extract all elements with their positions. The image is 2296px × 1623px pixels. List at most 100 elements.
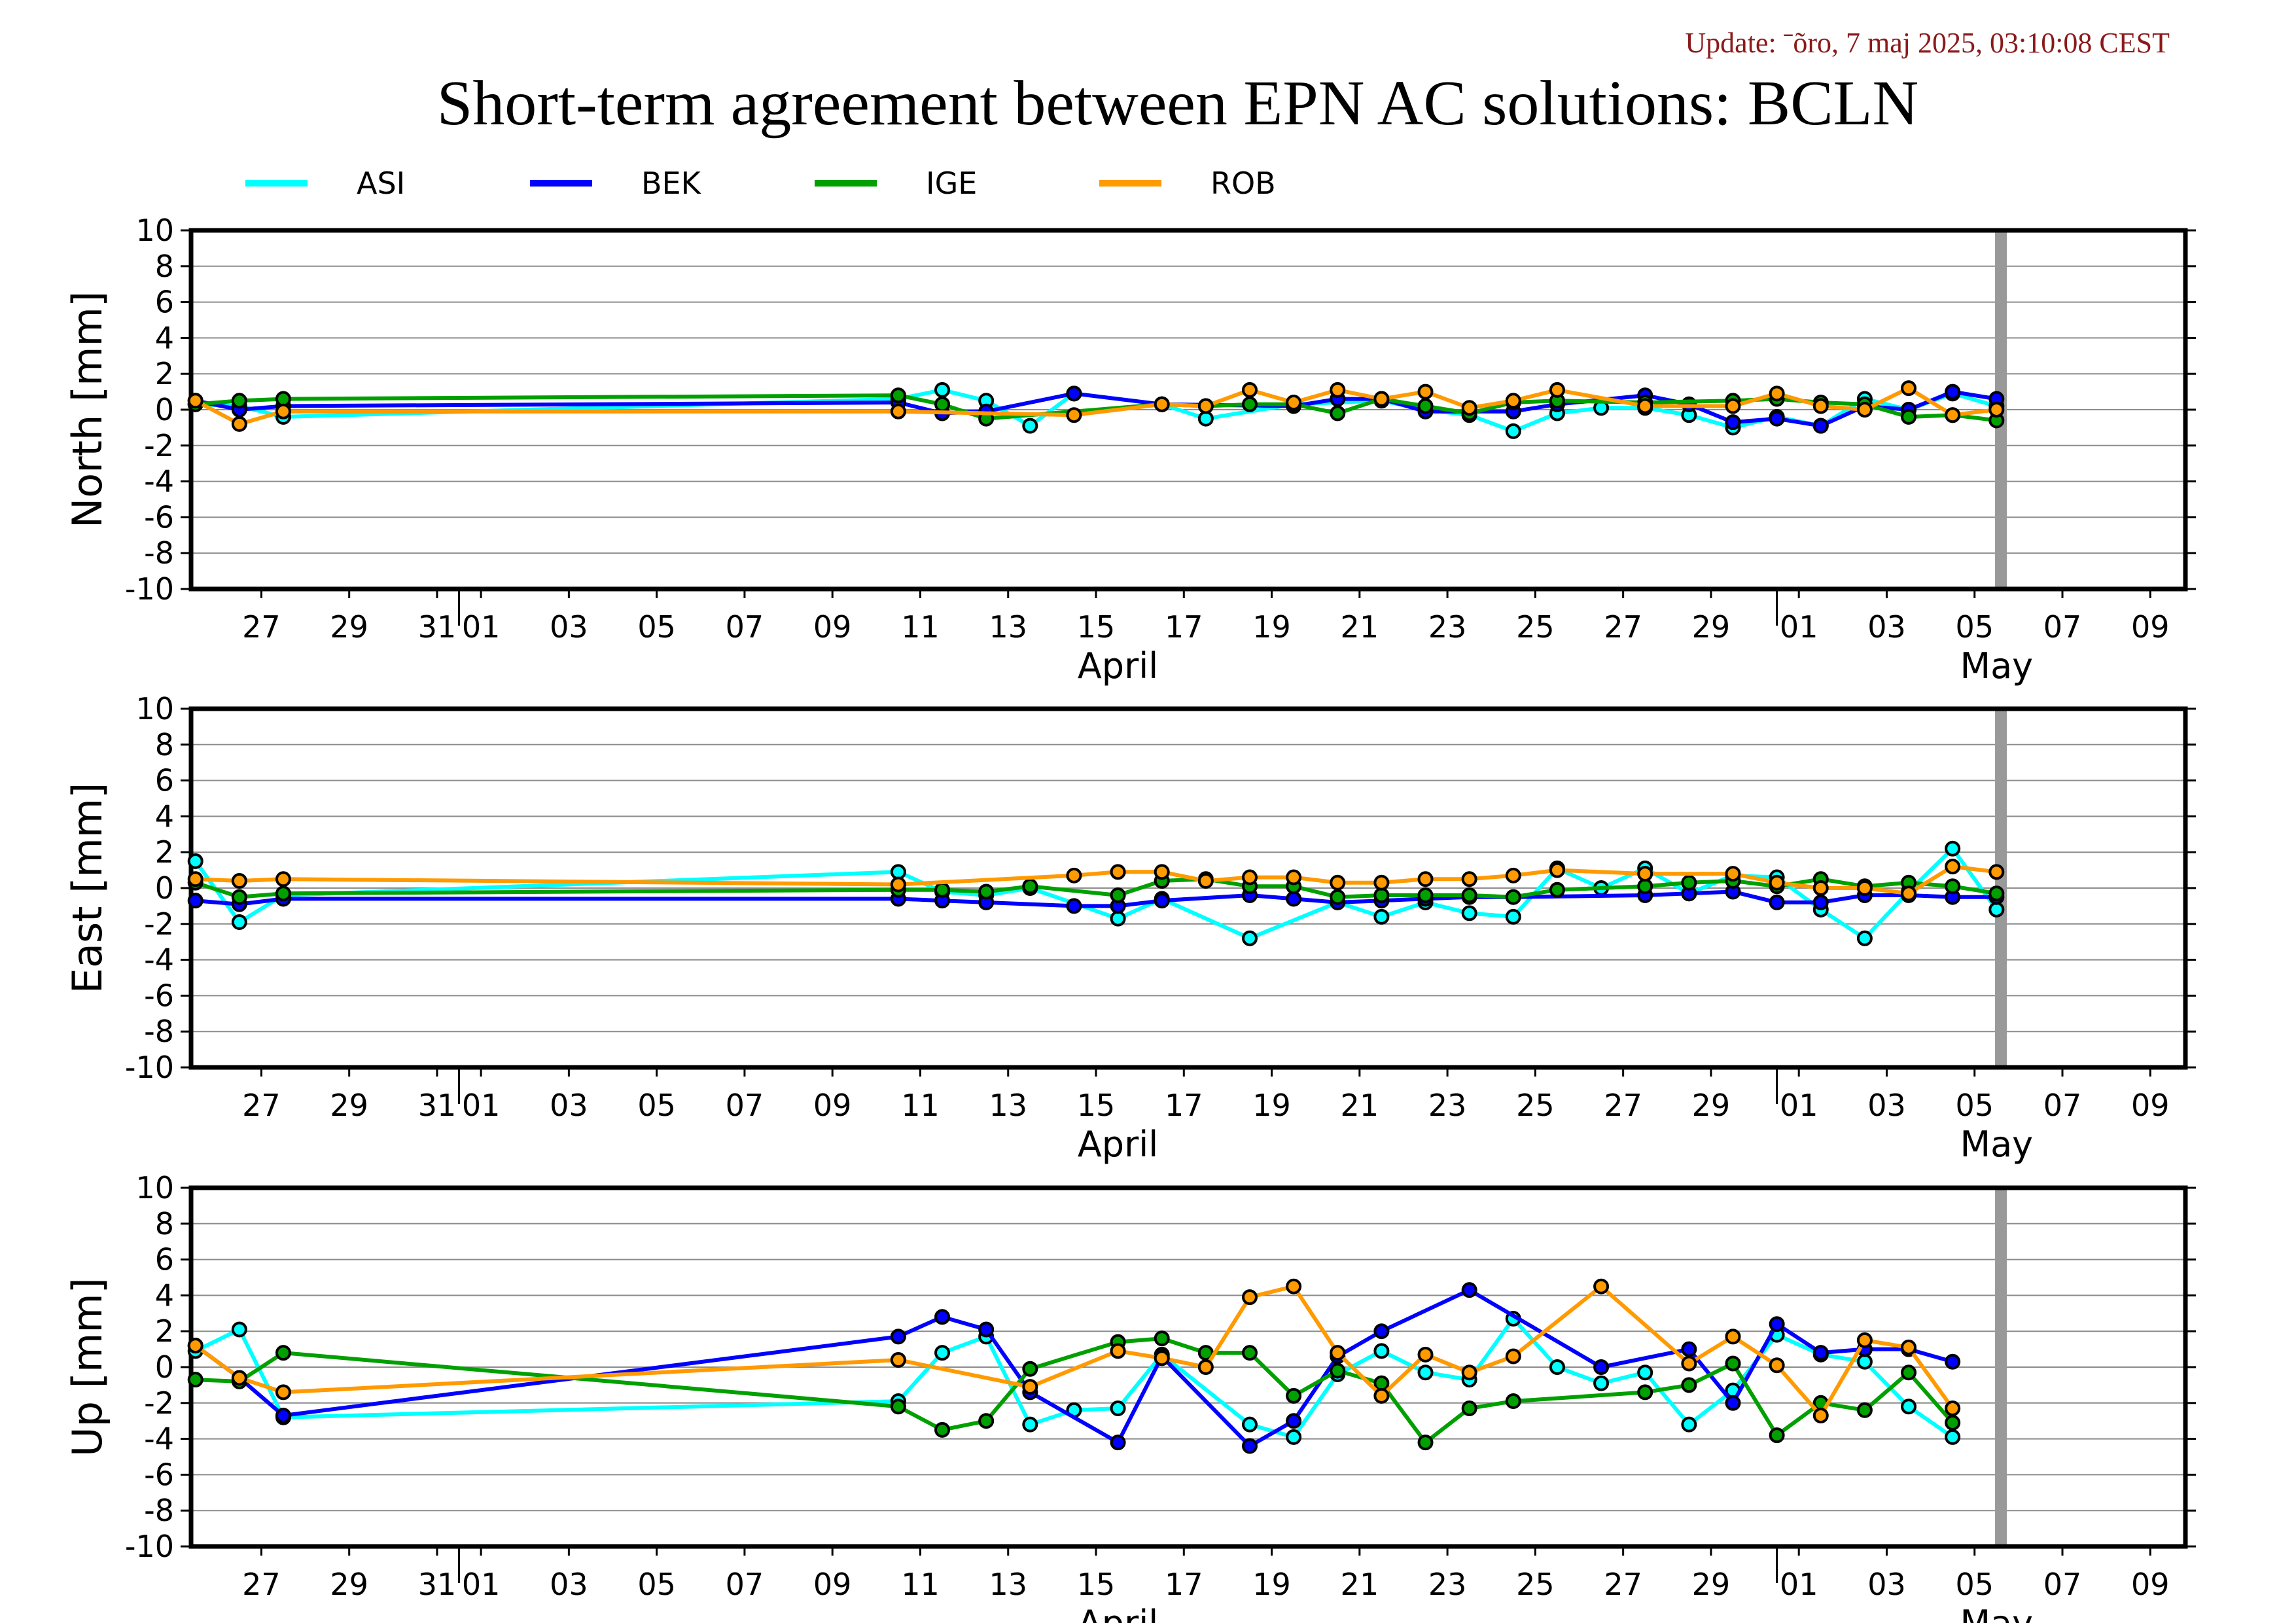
series-rob: [187, 859, 2005, 902]
data-point-rob: [231, 873, 247, 889]
data-point-bek: [1769, 410, 1785, 427]
y-tick-label: 4: [155, 320, 174, 355]
data-point-asi: [1022, 1416, 1038, 1433]
data-point-rob: [1330, 382, 1346, 398]
y-tick-label: 10: [135, 213, 174, 248]
data-point-ige: [1461, 1400, 1477, 1417]
month-label: April: [1078, 645, 1158, 687]
y-tick-label: -10: [125, 1050, 174, 1085]
data-point-bek: [1725, 414, 1741, 431]
data-point-ige: [1856, 1402, 1873, 1418]
x-tick-label: 03: [550, 1567, 588, 1602]
data-point-ige: [1505, 889, 1521, 905]
data-point-asi: [1856, 930, 1873, 946]
x-tick-label: 05: [637, 1088, 676, 1123]
data-point-ige: [275, 885, 291, 902]
data-point-rob: [1110, 1343, 1126, 1359]
x-tick-label: 11: [901, 1088, 940, 1123]
data-point-asi: [1022, 418, 1038, 434]
data-point-rob: [1812, 398, 1829, 414]
y-tick-label: 0: [155, 1349, 174, 1385]
update-timestamp: Update: ˉõro, 7 maj 2025, 03:10:08 CEST: [1685, 27, 2170, 59]
data-point-rob: [1110, 864, 1126, 880]
y-tick-label: 4: [155, 1277, 174, 1313]
data-point-asi: [1417, 1364, 1434, 1381]
data-point-rob: [1417, 383, 1434, 400]
data-point-ige: [1330, 889, 1346, 905]
x-tick-label: 27: [242, 1567, 281, 1602]
data-point-asi: [1505, 908, 1521, 925]
data-point-rob: [1988, 402, 2005, 418]
data-point-ige: [1681, 874, 1697, 891]
data-point-rob: [1461, 1364, 1477, 1381]
y-tick-label: -10: [125, 1529, 174, 1564]
data-point-ige: [1110, 887, 1126, 903]
data-point-bek: [1154, 893, 1170, 909]
y-tick-label: -2: [144, 906, 174, 942]
data-point-rob: [1461, 400, 1477, 416]
data-point-rob: [275, 403, 291, 419]
x-tick-label: 07: [2043, 1088, 2082, 1123]
data-point-rob: [275, 871, 291, 887]
data-point-rob: [1417, 871, 1434, 887]
y-tick-label: 10: [135, 691, 174, 726]
data-point-ige: [1373, 1375, 1390, 1391]
month-label: May: [1960, 1603, 2033, 1623]
x-tick-label: 27: [242, 1088, 281, 1123]
data-point-asi: [1286, 1429, 1302, 1445]
x-tick-label: 13: [989, 609, 1027, 645]
data-point-ige: [890, 387, 906, 404]
data-point-ige: [1945, 1414, 1961, 1431]
data-point-rob: [1330, 874, 1346, 891]
x-tick-label: 27: [242, 609, 281, 645]
y-tick-label: -4: [144, 942, 174, 978]
data-point-rob: [1945, 1400, 1961, 1417]
data-point-bek: [978, 1321, 995, 1338]
x-tick-label: 03: [1867, 609, 1906, 645]
data-point-rob: [1505, 867, 1521, 883]
x-tick-label: 09: [2131, 1567, 2170, 1602]
series-line-bek: [194, 1288, 1954, 1448]
data-point-rob: [1066, 407, 1082, 423]
month-label: April: [1078, 1124, 1158, 1165]
y-tick-label: 2: [155, 356, 174, 391]
data-point-asi: [1110, 1400, 1126, 1417]
x-tick-label: 19: [1252, 1088, 1291, 1123]
data-point-rob: [1241, 869, 1258, 885]
data-point-ige: [187, 1372, 203, 1388]
data-point-ige: [1373, 887, 1390, 903]
y-tick-label: 8: [155, 727, 174, 762]
y-axis-label: Up [mm]: [63, 1277, 111, 1457]
data-point-asi: [231, 914, 247, 931]
x-tick-label: 15: [1077, 609, 1116, 645]
data-point-rob: [1637, 866, 1653, 882]
data-point-asi: [890, 864, 906, 880]
data-point-ige: [1945, 878, 1961, 895]
data-point-rob: [1769, 1357, 1785, 1374]
data-point-ige: [275, 1345, 291, 1361]
data-point-ige: [1022, 1361, 1038, 1377]
data-point-asi: [934, 382, 951, 398]
month-label: May: [1960, 645, 2033, 687]
series-rob: [187, 1278, 1961, 1423]
data-point-asi: [1373, 1343, 1390, 1359]
data-point-rob: [1286, 1278, 1302, 1294]
data-point-asi: [1461, 905, 1477, 921]
x-tick-label: 07: [726, 1567, 764, 1602]
data-point-bek: [890, 1329, 906, 1345]
data-point-rob: [1461, 871, 1477, 887]
x-tick-label: 09: [2131, 1088, 2170, 1123]
data-point-rob: [231, 416, 247, 432]
data-point-ige: [1725, 1355, 1741, 1372]
data-point-ige: [978, 883, 995, 900]
data-point-rob: [1373, 874, 1390, 891]
x-tick-label: 23: [1428, 609, 1467, 645]
data-point-rob: [890, 876, 906, 893]
data-point-bek: [1373, 1323, 1390, 1340]
data-point-ige: [1330, 1363, 1346, 1379]
